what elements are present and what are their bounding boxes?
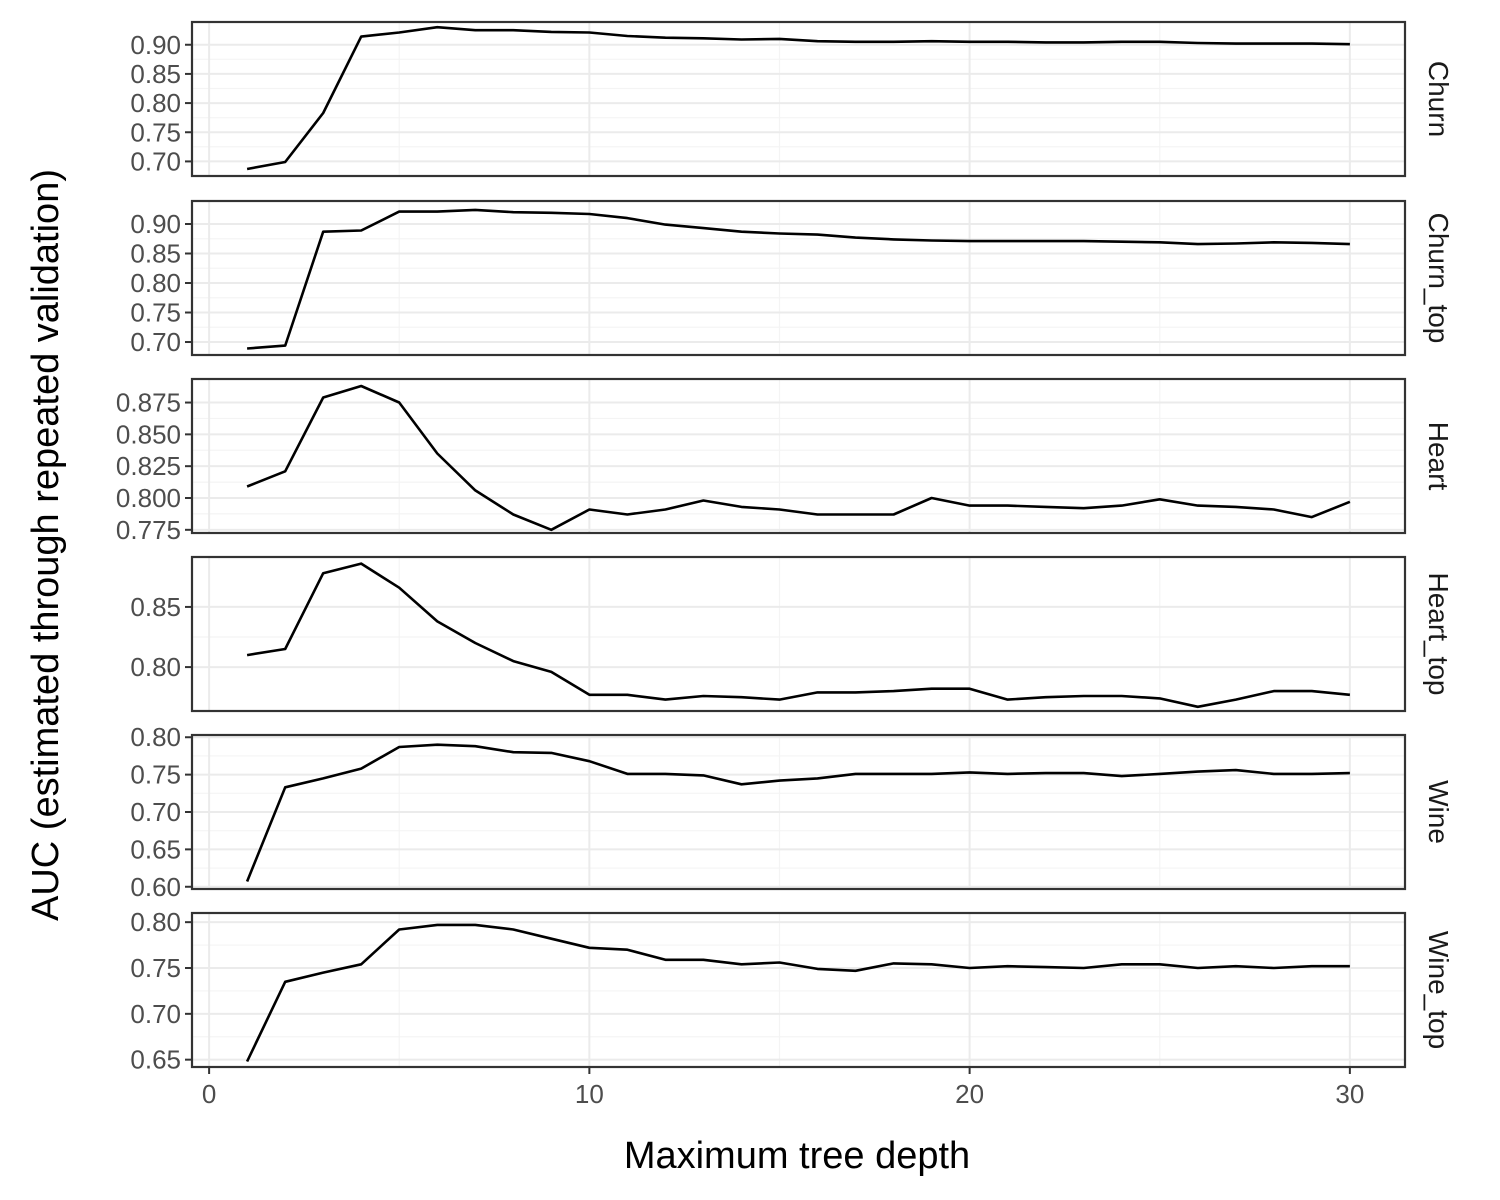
series-line xyxy=(246,562,1351,709)
x-tick-label: 10 xyxy=(575,1079,604,1109)
panel-churn: 0.700.750.800.850.90 Churn xyxy=(130,20,1454,178)
strip: Wine_top xyxy=(1423,931,1454,1049)
panel-border xyxy=(190,555,1407,713)
panel-heart-top: 0.80 0.85 Heart_top xyxy=(130,555,1454,713)
series-line xyxy=(247,208,1350,350)
series-line xyxy=(245,743,1350,882)
y-tick-label: 0.75 xyxy=(130,298,181,328)
y-tick-label: 0.90 xyxy=(130,30,181,60)
y-tick-label: 0.80 xyxy=(130,268,181,298)
panel-border xyxy=(190,199,1407,357)
strip-label: Wine_top xyxy=(1423,931,1454,1049)
y-tick-label: 0.875 xyxy=(116,388,181,418)
strip-label: Heart_top xyxy=(1423,573,1454,696)
strip: Churn xyxy=(1423,61,1454,137)
strip: Wine xyxy=(1423,780,1454,844)
y-tick-label: 0.825 xyxy=(116,451,181,481)
series-line xyxy=(246,384,1351,532)
x-tick-label: 20 xyxy=(955,1079,984,1109)
x-tick-label: 30 xyxy=(1335,1079,1364,1109)
x-axis: 0 10 20 30 xyxy=(202,1067,1364,1109)
panel-wine: 0.60 0.65 0.70 0.75 0.80 Wine xyxy=(130,722,1454,902)
strip-label: Heart xyxy=(1423,422,1454,491)
y-tick-label: 0.775 xyxy=(116,515,181,545)
panel-wine-top: 0.65 0.70 0.75 0.80 Wine_top xyxy=(130,907,1454,1074)
y-tick-label: 0.800 xyxy=(116,483,181,513)
y-tick-label: 0.70 xyxy=(130,146,181,176)
y-tick-label: 0.85 xyxy=(130,592,181,622)
panel-border xyxy=(190,733,1407,891)
y-tick-label: 0.75 xyxy=(130,760,181,790)
y-tick-label: 0.85 xyxy=(130,239,181,269)
panel-border xyxy=(190,377,1407,535)
y-tick-label: 0.80 xyxy=(130,652,181,682)
y-tick-label: 0.70 xyxy=(130,327,181,357)
y-tick-label: 0.75 xyxy=(130,953,181,983)
x-axis-title: Maximum tree depth xyxy=(624,1135,970,1177)
y-tick-label: 0.70 xyxy=(130,797,181,827)
panel-border xyxy=(190,20,1407,178)
panel-border xyxy=(190,911,1407,1069)
strip-label: Churn xyxy=(1423,61,1454,137)
y-tick-label: 0.80 xyxy=(130,88,181,118)
strip-label: Wine xyxy=(1423,780,1454,844)
y-tick-label: 0.65 xyxy=(130,834,181,864)
x-tick-label: 0 xyxy=(202,1079,216,1109)
y-tick-label: 0.70 xyxy=(130,999,181,1029)
y-tick-label: 0.85 xyxy=(130,59,181,89)
series-line xyxy=(246,25,1350,171)
y-tick-label: 0.90 xyxy=(130,209,181,239)
y-tick-label: 0.75 xyxy=(130,117,181,147)
strip: Heart xyxy=(1423,422,1454,491)
y-tick-label: 0.850 xyxy=(116,419,181,449)
strip: Heart_top xyxy=(1423,573,1454,696)
y-axis-title: AUC (estimated through repeated validati… xyxy=(25,169,67,921)
strip: Churn_top xyxy=(1423,213,1454,344)
y-tick-label: 0.60 xyxy=(130,872,181,902)
y-tick-label: 0.80 xyxy=(130,907,181,937)
series-line xyxy=(245,923,1350,1063)
panel-churn-top: 0.700.750.800.850.90 Churn_top xyxy=(130,199,1454,357)
y-tick-label: 0.65 xyxy=(130,1045,181,1075)
facet-panels: 0.700.750.800.850.90Churn0.700.750.800.8… xyxy=(116,20,1454,1075)
strip-label: Churn_top xyxy=(1423,213,1454,344)
y-tick-label: 0.80 xyxy=(130,722,181,752)
